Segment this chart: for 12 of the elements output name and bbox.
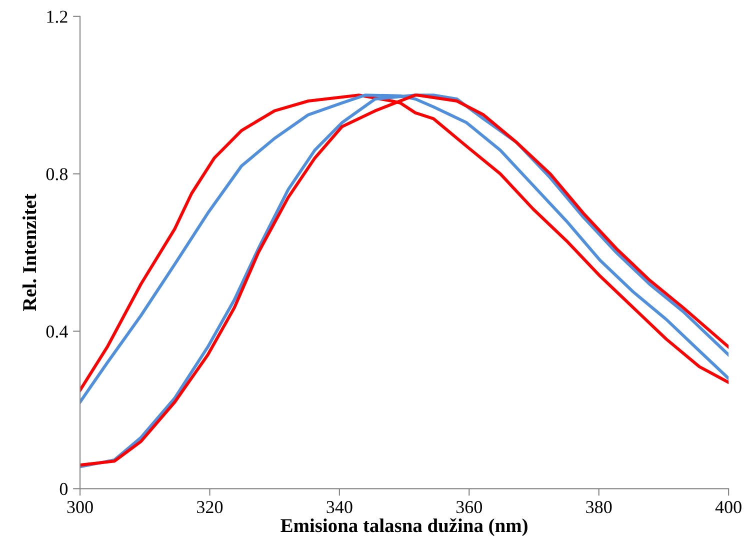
x-tick-label: 360	[456, 500, 482, 514]
x-tick-label: 300	[67, 500, 93, 514]
y-tick-label: 1.2	[47, 10, 68, 23]
x-tick-label: 320	[197, 500, 223, 514]
x-tick-label: 400	[715, 500, 742, 514]
y-tick-label: 0	[60, 482, 68, 496]
y-tick-label: 0.8	[46, 168, 68, 180]
x-tick-label: 340	[326, 500, 352, 514]
x-tick-label: 380	[586, 500, 612, 514]
x-axis-title: Emisiona talasna dužina (nm)	[280, 518, 528, 536]
y-axis-title: Rel. Intenzitet	[22, 194, 36, 312]
y-tick-label: 0.4	[46, 325, 68, 338]
